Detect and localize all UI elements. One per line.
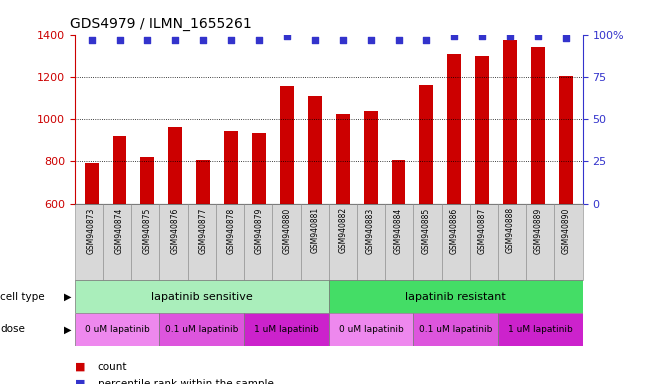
Text: 0 uM lapatinib: 0 uM lapatinib xyxy=(339,325,404,334)
Text: count: count xyxy=(98,362,127,372)
Bar xyxy=(498,204,526,280)
Bar xyxy=(391,160,406,204)
Text: 1 uM lapatinib: 1 uM lapatinib xyxy=(254,325,319,334)
Bar xyxy=(329,313,413,346)
Text: GSM940885: GSM940885 xyxy=(422,207,431,253)
Text: 0 uM lapatinib: 0 uM lapatinib xyxy=(85,325,150,334)
Point xyxy=(533,33,543,39)
Point xyxy=(226,36,236,43)
Text: GSM940890: GSM940890 xyxy=(561,207,570,254)
Text: lapatinib sensitive: lapatinib sensitive xyxy=(151,291,253,302)
Bar xyxy=(329,280,583,313)
Point xyxy=(505,33,516,39)
Bar xyxy=(441,204,470,280)
Text: ■: ■ xyxy=(75,362,85,372)
Bar xyxy=(272,204,301,280)
Bar xyxy=(447,54,462,204)
Bar xyxy=(244,313,329,346)
Bar xyxy=(559,76,573,204)
Text: ▶: ▶ xyxy=(64,291,72,302)
Bar xyxy=(75,313,159,346)
Bar xyxy=(75,204,103,280)
Point xyxy=(477,33,488,39)
Text: GSM940882: GSM940882 xyxy=(339,207,347,253)
Bar xyxy=(526,204,555,280)
Bar xyxy=(413,313,498,346)
Point xyxy=(87,36,97,43)
Bar xyxy=(75,280,329,313)
Point xyxy=(365,36,376,43)
Bar xyxy=(413,204,441,280)
Bar xyxy=(159,313,244,346)
Text: 0.1 uM lapatinib: 0.1 uM lapatinib xyxy=(165,325,238,334)
Bar xyxy=(336,114,350,204)
Point xyxy=(421,36,432,43)
Bar xyxy=(498,313,583,346)
Text: GSM940884: GSM940884 xyxy=(394,207,403,253)
Point xyxy=(282,33,292,39)
Point xyxy=(310,36,320,43)
Bar xyxy=(357,204,385,280)
Text: GSM940874: GSM940874 xyxy=(115,207,124,254)
Bar xyxy=(103,204,132,280)
Text: GSM940888: GSM940888 xyxy=(506,207,514,253)
Text: GSM940879: GSM940879 xyxy=(255,207,264,254)
Text: GSM940873: GSM940873 xyxy=(87,207,96,254)
Bar xyxy=(280,86,294,204)
Text: GSM940875: GSM940875 xyxy=(143,207,152,254)
Bar xyxy=(475,56,489,204)
Text: lapatinib resistant: lapatinib resistant xyxy=(406,291,506,302)
Bar xyxy=(364,111,378,204)
Point xyxy=(561,35,571,41)
Point xyxy=(254,36,264,43)
Bar xyxy=(196,160,210,204)
Point xyxy=(337,36,348,43)
Bar xyxy=(132,204,159,280)
Text: GSM940889: GSM940889 xyxy=(534,207,542,253)
Text: GSM940887: GSM940887 xyxy=(478,207,487,253)
Text: ■: ■ xyxy=(75,379,85,384)
Bar xyxy=(187,204,216,280)
Point xyxy=(449,33,460,39)
Bar xyxy=(141,157,154,204)
Bar xyxy=(113,136,126,204)
Point xyxy=(170,36,180,43)
Text: GDS4979 / ILMN_1655261: GDS4979 / ILMN_1655261 xyxy=(70,17,251,31)
Text: GSM940878: GSM940878 xyxy=(227,207,236,253)
Bar xyxy=(224,131,238,204)
Bar xyxy=(419,85,434,204)
Bar xyxy=(159,204,187,280)
Point xyxy=(115,36,125,43)
Bar xyxy=(308,96,322,204)
Text: GSM940886: GSM940886 xyxy=(450,207,459,253)
Bar xyxy=(503,40,517,204)
Text: ▶: ▶ xyxy=(64,324,72,334)
Text: GSM940876: GSM940876 xyxy=(171,207,180,254)
Text: 1 uM lapatinib: 1 uM lapatinib xyxy=(508,325,573,334)
Bar xyxy=(301,204,329,280)
Bar xyxy=(470,204,498,280)
Text: cell type: cell type xyxy=(0,291,45,302)
Bar xyxy=(385,204,413,280)
Bar xyxy=(531,47,545,204)
Text: GSM940883: GSM940883 xyxy=(366,207,375,253)
Text: GSM940880: GSM940880 xyxy=(283,207,292,253)
Bar xyxy=(85,164,98,204)
Text: percentile rank within the sample: percentile rank within the sample xyxy=(98,379,273,384)
Text: GSM940881: GSM940881 xyxy=(311,207,319,253)
Bar xyxy=(329,204,357,280)
Point xyxy=(198,36,208,43)
Point xyxy=(393,36,404,43)
Text: 0.1 uM lapatinib: 0.1 uM lapatinib xyxy=(419,325,492,334)
Bar xyxy=(252,133,266,204)
Text: dose: dose xyxy=(0,324,25,334)
Bar xyxy=(244,204,272,280)
Bar xyxy=(216,204,244,280)
Point xyxy=(142,36,152,43)
Bar xyxy=(555,204,583,280)
Bar xyxy=(169,127,182,204)
Text: GSM940877: GSM940877 xyxy=(199,207,208,254)
